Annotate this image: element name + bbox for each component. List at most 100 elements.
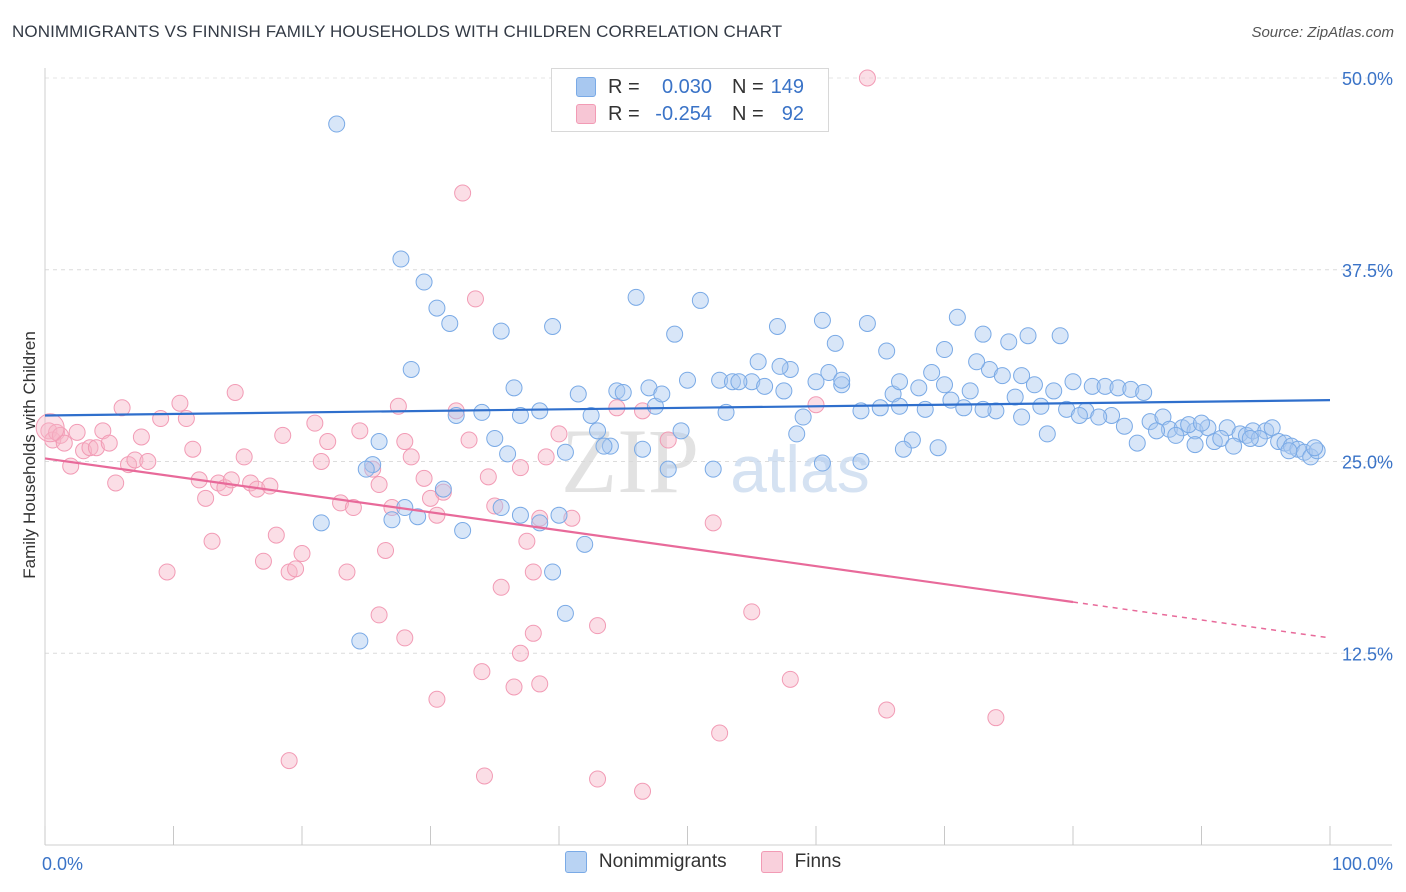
finns-point xyxy=(126,451,144,469)
finns-point xyxy=(511,644,529,662)
finns-point xyxy=(479,468,497,486)
nonimmigrants-point xyxy=(1013,408,1031,426)
x-tick-label-max: 100.0% xyxy=(1332,854,1393,874)
finns-point xyxy=(254,552,272,570)
nonimmigrants-point xyxy=(402,360,420,378)
finns-point xyxy=(351,422,369,440)
nonimmigrants-point xyxy=(1308,442,1326,460)
nonimmigrants-point xyxy=(894,440,912,458)
nonimmigrants-point xyxy=(974,325,992,343)
nonimmigrants-point xyxy=(614,383,632,401)
nonimmigrants-point xyxy=(833,371,851,389)
nonimmigrants-point xyxy=(351,632,369,650)
nonimmigrants-point xyxy=(771,357,789,375)
finns-point xyxy=(87,439,105,457)
finns-point xyxy=(396,629,414,647)
finns-point xyxy=(505,678,523,696)
nonimmigrants-point xyxy=(711,371,729,389)
nonimmigrants-point xyxy=(1045,382,1063,400)
finns-point xyxy=(415,469,433,487)
finns-point xyxy=(171,394,189,412)
nonimmigrants-point xyxy=(730,373,748,391)
finns-point xyxy=(634,402,652,420)
finns-point xyxy=(267,526,285,544)
y-tick-label: 50.0% xyxy=(1342,69,1393,89)
nonimmigrants-point xyxy=(544,318,562,336)
nonimmigrants-point xyxy=(1070,406,1088,424)
finns-point xyxy=(531,675,549,693)
nonimmigrants-point xyxy=(1032,397,1050,415)
nonimmigrants-point xyxy=(968,353,986,371)
finns-point xyxy=(396,433,414,451)
nonimmigrants-point xyxy=(871,399,889,417)
nonimmigrants-point xyxy=(775,382,793,400)
finns-point xyxy=(197,489,215,507)
nonimmigrants-point xyxy=(691,291,709,309)
nonimmigrants-point xyxy=(948,308,966,326)
nonimmigrants-point xyxy=(595,437,613,455)
nonimmigrants-point xyxy=(1103,406,1121,424)
nonimmigrants-point xyxy=(788,425,806,443)
legend-swatch-finns xyxy=(760,851,783,873)
nonimmigrants-point xyxy=(556,443,574,461)
nonimmigrants-point xyxy=(511,406,529,424)
finns-point xyxy=(370,476,388,494)
nonimmigrants-point xyxy=(328,115,346,133)
nonimmigrants-point xyxy=(415,273,433,291)
nonimmigrants-point xyxy=(936,341,953,359)
nonimmigrants-point xyxy=(1250,429,1268,447)
correlation-legend: R = 0.030 N = 149 R = -0.254 N = 92 xyxy=(551,68,829,132)
legend-item-nonimmigrants[interactable]: Nonimmigrants xyxy=(564,851,727,873)
finns-point xyxy=(781,670,799,688)
legend-label-nonimmigrants: Nonimmigrants xyxy=(598,851,727,872)
finns-point xyxy=(486,497,504,515)
nonimmigrants-point xyxy=(556,604,574,622)
nonimmigrants-point xyxy=(1241,429,1259,447)
nonimmigrants-point xyxy=(370,433,388,451)
watermark-atlas: atlas xyxy=(730,432,869,506)
finns-point xyxy=(711,724,729,742)
nonimmigrants-point xyxy=(1306,439,1324,457)
finns-point xyxy=(287,560,305,578)
legend-n-value: 149 xyxy=(770,75,804,98)
nonimmigrants-point xyxy=(569,385,587,403)
nonimmigrants-point xyxy=(589,422,607,440)
nonimmigrants-point xyxy=(383,511,401,529)
nonimmigrants-point xyxy=(1180,416,1198,434)
nonimmigrants-point xyxy=(1193,414,1210,432)
nonimmigrants-point xyxy=(1025,376,1043,394)
finns-trend-line-extension xyxy=(1072,601,1331,639)
nonimmigrants-point xyxy=(916,400,934,418)
series-legend: Nonimmigrants Finns xyxy=(0,851,1406,873)
finns-point xyxy=(338,563,356,581)
finns-point xyxy=(100,434,118,452)
legend-n-value: 92 xyxy=(781,102,804,125)
nonimmigrants-point xyxy=(582,406,600,424)
finns-point xyxy=(473,663,491,681)
nonimmigrants-point xyxy=(813,454,831,472)
nonimmigrants-point xyxy=(441,314,459,332)
finns-point xyxy=(139,453,157,470)
nonimmigrants-point xyxy=(891,373,909,391)
finns-point xyxy=(68,423,86,441)
nonimmigrants-point xyxy=(852,453,870,470)
finns-point xyxy=(537,448,555,466)
finns-point xyxy=(51,426,69,444)
nonimmigrants-point xyxy=(826,334,844,352)
legend-row-nonimmigrants: R = 0.030 N = 149 xyxy=(576,75,804,99)
legend-r-label: R = xyxy=(608,102,640,125)
y-tick-label: 25.0% xyxy=(1342,453,1393,473)
nonimmigrants-point xyxy=(1038,425,1056,443)
nonimmigrants-point xyxy=(505,379,523,397)
legend-item-finns[interactable]: Finns xyxy=(760,851,841,873)
finns-point xyxy=(659,431,677,449)
legend-r-value: -0.254 xyxy=(655,102,712,125)
nonimmigrants-point xyxy=(1083,377,1101,395)
nonimmigrants-points xyxy=(312,115,1326,650)
nonimmigrants-point xyxy=(679,371,696,389)
finns-point xyxy=(377,541,395,559)
nonimmigrants-point xyxy=(1186,436,1204,454)
nonimmigrants-point xyxy=(781,360,799,378)
nonimmigrants-point xyxy=(936,376,953,394)
